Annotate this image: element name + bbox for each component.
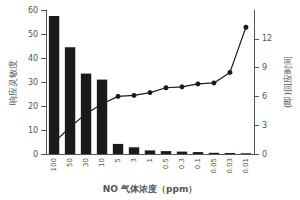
svg-text:0.03: 0.03 (226, 158, 234, 174)
svg-text:NO 气体浓度（ppm）: NO 气体浓度（ppm） (103, 184, 198, 194)
svg-text:0.1: 0.1 (194, 158, 202, 169)
svg-text:0.05: 0.05 (210, 158, 218, 174)
svg-text:0.3: 0.3 (178, 158, 186, 169)
svg-text:(即)回应时间: (即)回应时间 (283, 56, 293, 108)
svg-text:100: 100 (50, 158, 58, 171)
svg-text:0: 0 (33, 150, 38, 159)
svg-text:50: 50 (28, 30, 38, 39)
svg-text:0.01: 0.01 (242, 158, 250, 174)
svg-text:1: 1 (146, 158, 154, 162)
svg-text:3: 3 (262, 121, 267, 130)
svg-text:0.5: 0.5 (162, 158, 170, 169)
svg-text:50: 50 (66, 158, 74, 167)
svg-text:10: 10 (98, 158, 106, 167)
svg-text:9: 9 (262, 63, 267, 72)
svg-text:30: 30 (28, 78, 38, 87)
svg-text:12: 12 (262, 34, 272, 43)
svg-text:60: 60 (28, 6, 38, 15)
svg-text:响应灵敏度: 响应灵敏度 (8, 60, 18, 105)
svg-text:3: 3 (130, 158, 138, 162)
svg-text:5: 5 (114, 158, 122, 162)
svg-text:30: 30 (82, 158, 90, 167)
svg-text:40: 40 (28, 54, 38, 63)
svg-text:10: 10 (28, 126, 38, 135)
svg-text:0: 0 (262, 150, 267, 159)
svg-text:6: 6 (262, 92, 267, 101)
svg-text:20: 20 (28, 102, 38, 111)
